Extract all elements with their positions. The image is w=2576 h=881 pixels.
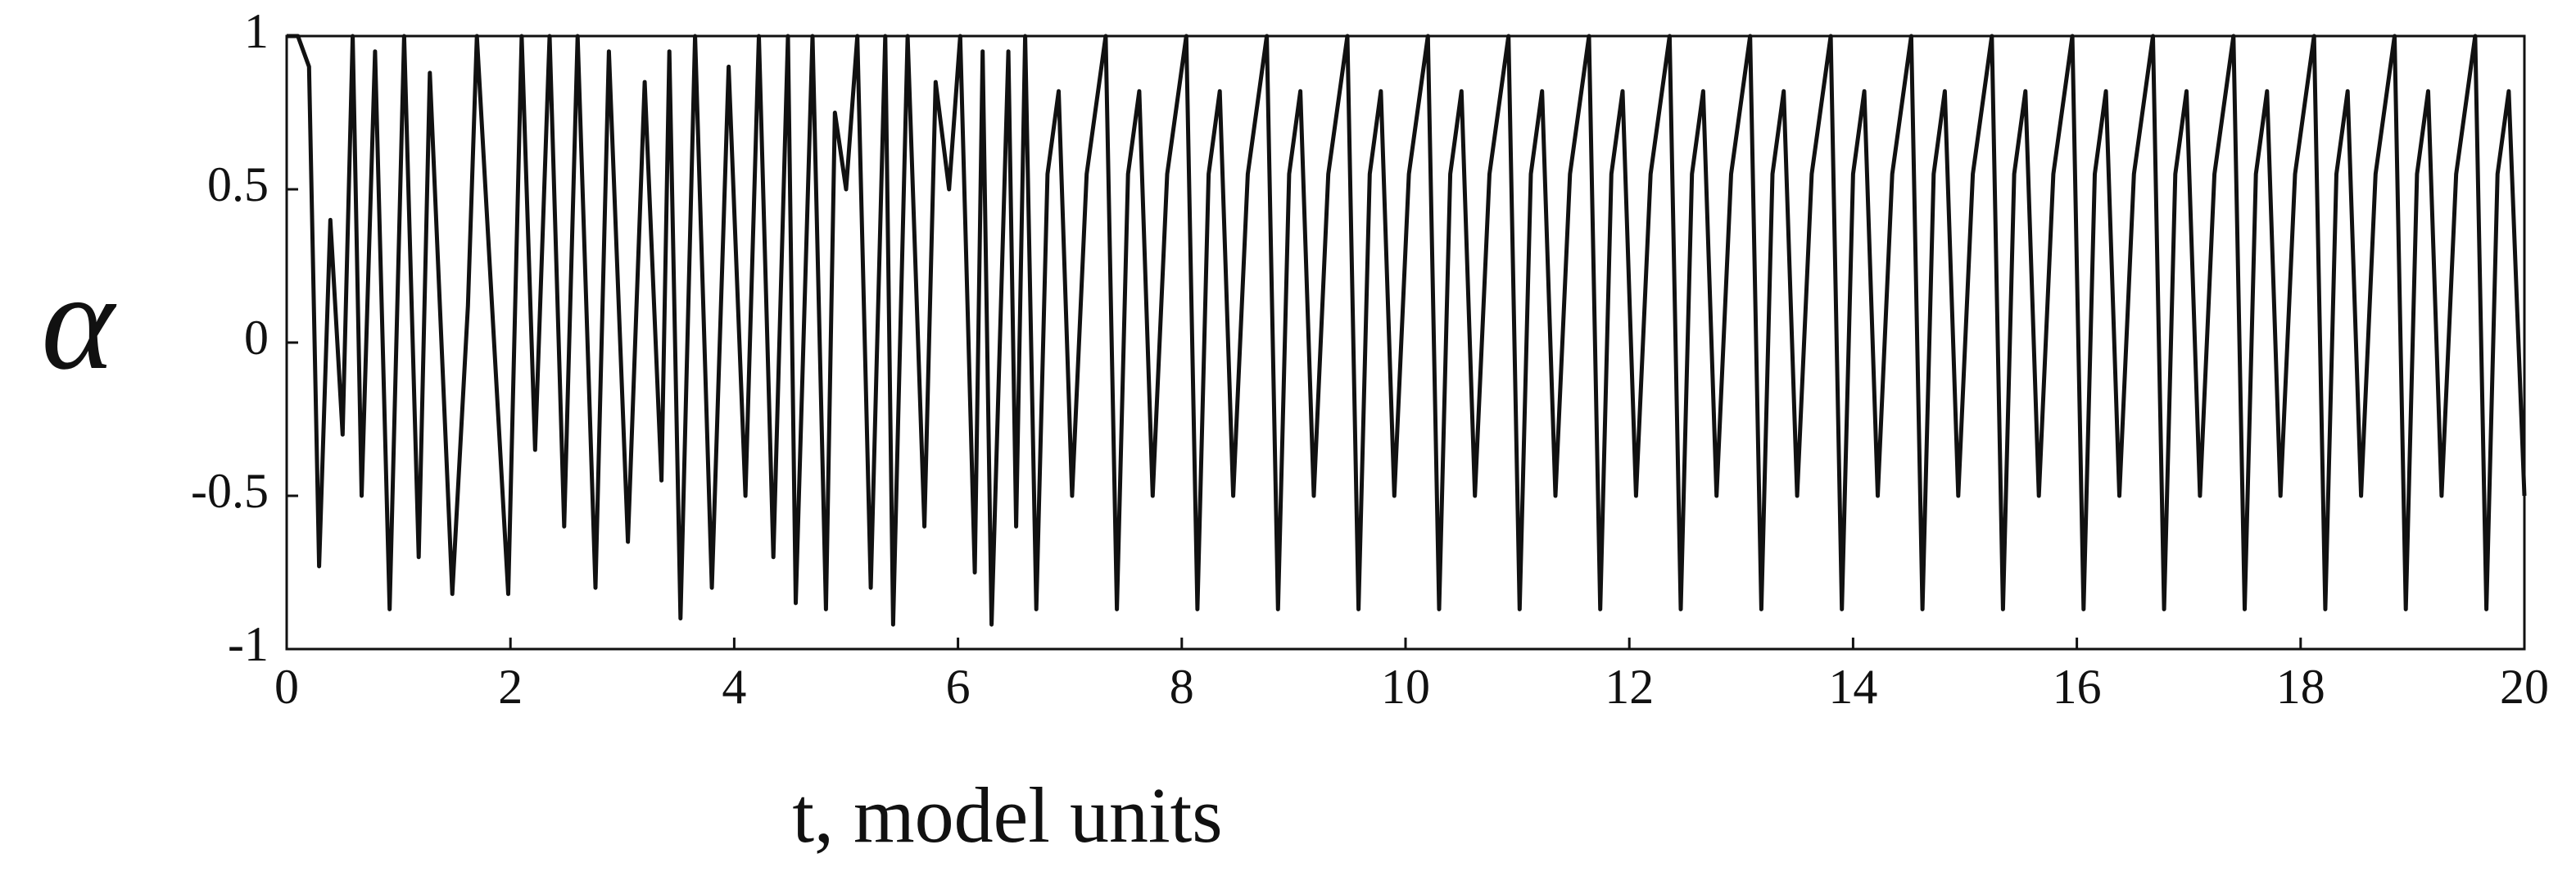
y-tick-label: 0.5 <box>207 157 269 211</box>
x-tick-label: 2 <box>498 660 523 714</box>
x-tick-label: 18 <box>2276 660 2325 714</box>
x-tick-label: 16 <box>2053 660 2102 714</box>
x-tick-label: 0 <box>274 660 299 714</box>
x-axis-title: t, model units <box>792 771 1222 859</box>
x-tick-label: 8 <box>1170 660 1194 714</box>
y-tick-label: -1 <box>228 617 269 671</box>
data-line <box>287 34 2527 627</box>
x-tick-label: 6 <box>946 660 971 714</box>
x-tick-label: 12 <box>1605 660 1654 714</box>
y-axis-title: α <box>41 244 117 398</box>
y-tick-label: -0.5 <box>191 464 269 518</box>
x-tick-label: 10 <box>1381 660 1430 714</box>
x-tick-label: 4 <box>722 660 746 714</box>
x-tick-label: 14 <box>1828 660 1877 714</box>
y-tick-label: 0 <box>244 311 269 365</box>
y-tick-label: 1 <box>244 4 269 58</box>
x-tick-label: 20 <box>2500 660 2549 714</box>
